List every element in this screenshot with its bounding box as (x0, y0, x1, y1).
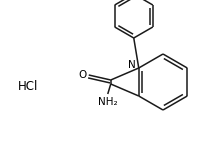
Text: O: O (79, 70, 87, 80)
Text: NH₂: NH₂ (98, 97, 118, 107)
Text: HCl: HCl (18, 80, 38, 93)
Text: N: N (128, 60, 136, 70)
